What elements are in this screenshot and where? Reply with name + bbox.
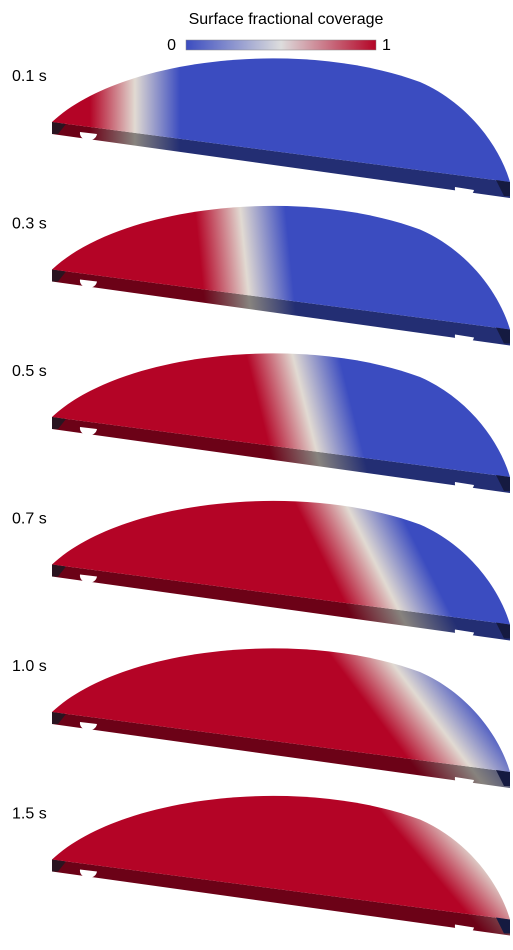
time-label: 0.7 s — [12, 511, 47, 528]
colorbar-max-label: 1 — [382, 37, 391, 54]
panel — [52, 353, 510, 493]
time-label: 0.1 s — [12, 68, 47, 85]
panel — [52, 58, 510, 198]
colorbar — [186, 40, 376, 50]
time-label: 1.0 s — [12, 658, 47, 675]
panel — [52, 648, 510, 788]
figure: Surface fractional coverage 0 1 0.1 s 0.3… — [0, 0, 513, 950]
colorbar-title: Surface fractional coverage — [189, 11, 384, 28]
time-label: 1.5 s — [12, 806, 47, 823]
colorbar-min-label: 0 — [167, 37, 176, 54]
time-label: 0.5 s — [12, 363, 47, 380]
panel — [52, 501, 510, 641]
panel — [52, 206, 510, 346]
panel — [52, 796, 510, 936]
time-label: 0.3 s — [12, 216, 47, 233]
